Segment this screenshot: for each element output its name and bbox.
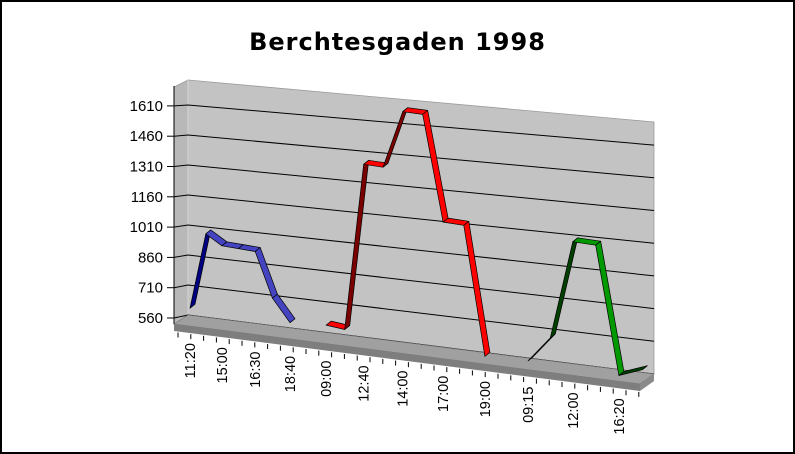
gridline <box>173 134 655 179</box>
y-tick-label: 860 <box>138 249 163 266</box>
series-ribbon-2 <box>463 220 491 357</box>
x-tick-label: 18:40 <box>283 356 299 392</box>
x-tick-label: 17:00 <box>436 376 452 412</box>
y-tick-label: 1610 <box>130 98 163 115</box>
series-ribbon-1 <box>272 293 296 324</box>
gridline <box>173 284 655 342</box>
x-tick-label: 09:15 <box>521 387 537 423</box>
series-ribbon-3 <box>618 365 648 376</box>
y-tick-label: 1460 <box>130 128 163 145</box>
x-tick-label: 12:40 <box>357 365 373 401</box>
y-tick-label: 710 <box>138 280 163 297</box>
gridline <box>173 164 655 211</box>
y-tick-label: 1310 <box>130 159 163 176</box>
chart-title: Berchtesgaden 1998 <box>249 28 546 56</box>
y-tick-label: 1010 <box>130 219 163 236</box>
gridline <box>173 194 655 244</box>
x-tick-label: 14:00 <box>396 371 412 407</box>
y-tick-label: 560 <box>138 310 163 327</box>
gridline <box>173 224 655 277</box>
gridline <box>173 104 655 146</box>
x-tick-label: 19:00 <box>478 381 494 417</box>
floor-cap <box>640 374 654 391</box>
x-tick-label: 15:00 <box>215 347 231 383</box>
y-tick-label: 1160 <box>131 189 163 206</box>
gridline <box>173 254 655 310</box>
x-tick-label: 16:30 <box>248 352 264 388</box>
x-tick-label: 09:00 <box>319 361 335 397</box>
floor-front <box>174 324 640 391</box>
x-tick-label: 11:20 <box>183 343 199 378</box>
x-tick-label: 16:20 <box>612 398 628 434</box>
x-tick-label: 12:00 <box>566 392 582 428</box>
